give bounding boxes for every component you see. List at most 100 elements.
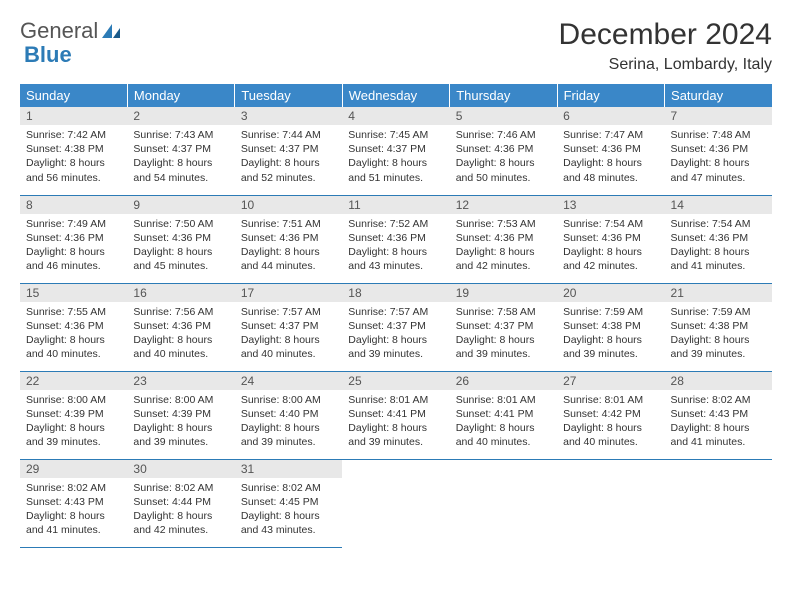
day-data-line: and 51 minutes. <box>348 171 443 185</box>
day-number: 2 <box>127 107 234 125</box>
day-number: 14 <box>665 196 772 214</box>
day-data-line: Daylight: 8 hours <box>456 333 551 347</box>
calendar-day-cell: 1Sunrise: 7:42 AMSunset: 4:38 PMDaylight… <box>20 107 127 195</box>
day-data-line: and 46 minutes. <box>26 259 121 273</box>
day-data-line: Sunrise: 7:48 AM <box>671 128 766 142</box>
day-data-line: and 41 minutes. <box>26 523 121 537</box>
day-data-line: and 41 minutes. <box>671 435 766 449</box>
day-data-line: Sunrise: 7:53 AM <box>456 217 551 231</box>
logo: General <box>20 18 124 44</box>
day-data-line: Daylight: 8 hours <box>563 421 658 435</box>
day-number: 27 <box>557 372 664 390</box>
day-number: 17 <box>235 284 342 302</box>
day-data-line: Sunrise: 7:59 AM <box>671 305 766 319</box>
day-number: 15 <box>20 284 127 302</box>
day-data-line: Sunrise: 8:01 AM <box>348 393 443 407</box>
day-data-line: Daylight: 8 hours <box>348 333 443 347</box>
day-data-line: and 43 minutes. <box>241 523 336 537</box>
location: Serina, Lombardy, Italy <box>559 56 772 74</box>
day-number: 7 <box>665 107 772 125</box>
day-data-line: Daylight: 8 hours <box>563 245 658 259</box>
day-data-line: and 54 minutes. <box>133 171 228 185</box>
day-data-line: Sunset: 4:36 PM <box>133 319 228 333</box>
day-data-line: and 52 minutes. <box>241 171 336 185</box>
day-data: Sunrise: 7:59 AMSunset: 4:38 PMDaylight:… <box>665 302 772 365</box>
day-data-line: Sunrise: 7:59 AM <box>563 305 658 319</box>
day-data-line: Daylight: 8 hours <box>133 245 228 259</box>
day-data-line: Sunset: 4:41 PM <box>348 407 443 421</box>
calendar-day-cell: 25Sunrise: 8:01 AMSunset: 4:41 PMDayligh… <box>342 371 449 459</box>
calendar-day-cell: 18Sunrise: 7:57 AMSunset: 4:37 PMDayligh… <box>342 283 449 371</box>
day-data-line: Sunset: 4:37 PM <box>241 142 336 156</box>
day-data: Sunrise: 7:59 AMSunset: 4:38 PMDaylight:… <box>557 302 664 365</box>
day-data: Sunrise: 8:02 AMSunset: 4:43 PMDaylight:… <box>665 390 772 453</box>
day-data-line: Daylight: 8 hours <box>26 333 121 347</box>
day-data-line: Sunrise: 7:47 AM <box>563 128 658 142</box>
day-data: Sunrise: 7:54 AMSunset: 4:36 PMDaylight:… <box>665 214 772 277</box>
day-data-line: and 41 minutes. <box>671 259 766 273</box>
day-number: 11 <box>342 196 449 214</box>
weekday-header: Sunday <box>20 84 127 107</box>
day-data-line: Sunrise: 7:57 AM <box>241 305 336 319</box>
day-data-line: Sunrise: 7:52 AM <box>348 217 443 231</box>
calendar-day-cell: 27Sunrise: 8:01 AMSunset: 4:42 PMDayligh… <box>557 371 664 459</box>
day-data-line: Daylight: 8 hours <box>241 509 336 523</box>
calendar-day-cell: 26Sunrise: 8:01 AMSunset: 4:41 PMDayligh… <box>450 371 557 459</box>
day-data-line: Daylight: 8 hours <box>348 421 443 435</box>
day-data-line: and 39 minutes. <box>671 347 766 361</box>
calendar-day-cell: 8Sunrise: 7:49 AMSunset: 4:36 PMDaylight… <box>20 195 127 283</box>
calendar-day-cell: 10Sunrise: 7:51 AMSunset: 4:36 PMDayligh… <box>235 195 342 283</box>
month-title: December 2024 <box>559 18 772 52</box>
day-data-line: Sunset: 4:37 PM <box>348 142 443 156</box>
day-data-line: Sunset: 4:37 PM <box>348 319 443 333</box>
day-number: 31 <box>235 460 342 478</box>
day-data-line: and 39 minutes. <box>348 435 443 449</box>
calendar-day-cell <box>342 459 449 547</box>
day-data-line: and 39 minutes. <box>563 347 658 361</box>
day-data-line: and 56 minutes. <box>26 171 121 185</box>
calendar-week-row: 8Sunrise: 7:49 AMSunset: 4:36 PMDaylight… <box>20 195 772 283</box>
day-number: 8 <box>20 196 127 214</box>
day-data-line: and 48 minutes. <box>563 171 658 185</box>
logo-sail-icon <box>100 22 122 40</box>
day-number: 21 <box>665 284 772 302</box>
day-data-line: and 44 minutes. <box>241 259 336 273</box>
calendar-day-cell: 5Sunrise: 7:46 AMSunset: 4:36 PMDaylight… <box>450 107 557 195</box>
day-data-line: Sunrise: 8:00 AM <box>26 393 121 407</box>
day-data: Sunrise: 7:45 AMSunset: 4:37 PMDaylight:… <box>342 125 449 188</box>
weekday-header: Saturday <box>665 84 772 107</box>
day-data: Sunrise: 7:44 AMSunset: 4:37 PMDaylight:… <box>235 125 342 188</box>
day-data: Sunrise: 7:50 AMSunset: 4:36 PMDaylight:… <box>127 214 234 277</box>
day-data-line: Sunset: 4:36 PM <box>563 142 658 156</box>
calendar-day-cell: 21Sunrise: 7:59 AMSunset: 4:38 PMDayligh… <box>665 283 772 371</box>
day-data-line: Sunset: 4:45 PM <box>241 495 336 509</box>
day-data-line: Daylight: 8 hours <box>456 245 551 259</box>
day-data-line: Sunrise: 7:51 AM <box>241 217 336 231</box>
calendar-day-cell: 2Sunrise: 7:43 AMSunset: 4:37 PMDaylight… <box>127 107 234 195</box>
day-data-line: Sunrise: 7:57 AM <box>348 305 443 319</box>
day-data-line: Daylight: 8 hours <box>26 421 121 435</box>
day-data-line: Sunset: 4:39 PM <box>26 407 121 421</box>
day-data-line: and 39 minutes. <box>241 435 336 449</box>
calendar-day-cell: 11Sunrise: 7:52 AMSunset: 4:36 PMDayligh… <box>342 195 449 283</box>
day-data-line: and 39 minutes. <box>133 435 228 449</box>
day-data: Sunrise: 8:02 AMSunset: 4:44 PMDaylight:… <box>127 478 234 541</box>
calendar-day-cell: 31Sunrise: 8:02 AMSunset: 4:45 PMDayligh… <box>235 459 342 547</box>
calendar-header-row: SundayMondayTuesdayWednesdayThursdayFrid… <box>20 84 772 107</box>
day-data-line: Sunset: 4:36 PM <box>133 231 228 245</box>
day-data-line: Daylight: 8 hours <box>456 156 551 170</box>
day-data-line: Sunset: 4:39 PM <box>133 407 228 421</box>
calendar-day-cell: 20Sunrise: 7:59 AMSunset: 4:38 PMDayligh… <box>557 283 664 371</box>
day-number: 4 <box>342 107 449 125</box>
day-data-line: Sunrise: 7:45 AM <box>348 128 443 142</box>
day-number: 10 <box>235 196 342 214</box>
day-number: 26 <box>450 372 557 390</box>
day-data-line: and 47 minutes. <box>671 171 766 185</box>
day-data: Sunrise: 7:49 AMSunset: 4:36 PMDaylight:… <box>20 214 127 277</box>
day-number: 23 <box>127 372 234 390</box>
day-data-line: Sunrise: 8:00 AM <box>241 393 336 407</box>
day-data-line: Sunset: 4:36 PM <box>563 231 658 245</box>
day-number: 19 <box>450 284 557 302</box>
day-data-line: Sunset: 4:43 PM <box>26 495 121 509</box>
day-data-line: Sunset: 4:37 PM <box>133 142 228 156</box>
